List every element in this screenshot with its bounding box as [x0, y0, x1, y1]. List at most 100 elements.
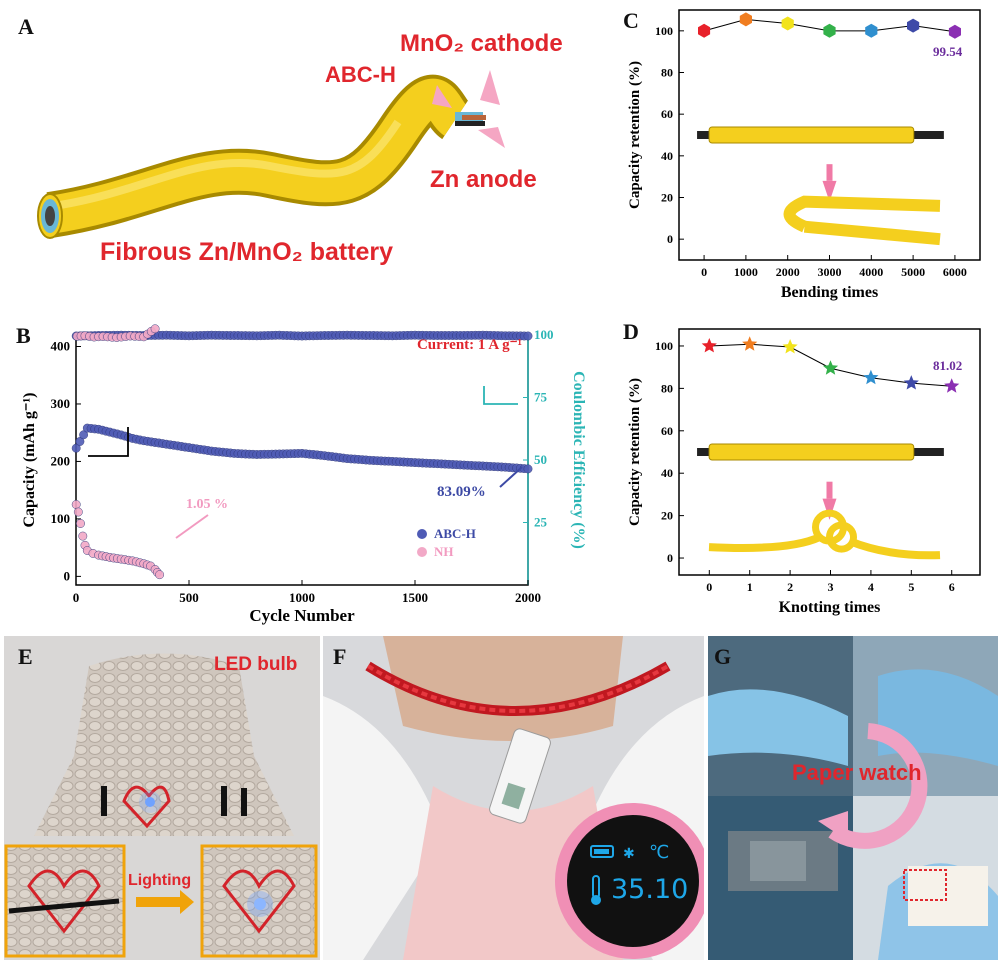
y-tick-label: 300	[51, 396, 71, 411]
left-axis-indicator	[88, 427, 129, 457]
data-point-marker	[944, 378, 960, 393]
panel-e: E LED bulb Lighting	[4, 636, 320, 960]
x-tick-label: 6000	[943, 265, 967, 279]
panel-d: D 0 1 2 3 4 5 6 0 20 40 60 80 100 Knotting times Capac…	[615, 315, 1000, 625]
thermo-readout: 35.10	[611, 874, 689, 905]
panel-a-tag: A	[18, 14, 34, 39]
fiber-battery-illustration	[37, 70, 505, 239]
y2-tick-label: 25	[534, 515, 548, 530]
fiber-sheath	[708, 443, 915, 461]
x-tick-label: 1500	[402, 590, 428, 605]
annotation-abc-h-retention: 83.09%	[437, 484, 486, 500]
plot-frame	[678, 328, 981, 576]
panel-f: ✱ F ℃ 35.10	[323, 636, 704, 960]
fiber-sheath	[708, 126, 915, 144]
knitted-hat-photo	[4, 653, 318, 958]
x-tick-label: 5	[908, 580, 914, 594]
bent-fiber-lower	[803, 220, 941, 246]
legend-label: NH	[434, 544, 454, 559]
x-tick-label: 0	[706, 580, 712, 594]
chart-c: 0 1000 2000 3000 4000 5000 6000 0 20 40 60 80 100 Ben…	[627, 9, 981, 301]
arrow-nh	[175, 514, 209, 539]
x-axis-label: Cycle Number	[249, 606, 355, 625]
data-point-marker	[907, 18, 920, 33]
x-axis-label: Bending times	[781, 284, 878, 301]
chart-b: 0 500 1000 1500 2000 0 100 200 300 400 25 50 75 100 Cy…	[21, 324, 587, 625]
label-fibrous-battery: Fibrous Zn/MnO₂ battery	[100, 238, 394, 266]
x-tick-label: 3000	[818, 265, 842, 279]
y-tick-label: 20	[661, 191, 673, 205]
y-axis-label: Capacity retention (%)	[627, 378, 643, 526]
x-tick-label: 0	[701, 265, 707, 279]
panel-g: G Paper watch	[708, 636, 998, 960]
legend-marker	[417, 529, 427, 539]
x-tick-label: 6	[949, 580, 955, 594]
y-tick-label: 0	[667, 551, 673, 565]
label-lighting: Lighting	[128, 872, 192, 889]
data-point-abc-h-capacity	[523, 464, 533, 474]
y-tick-label: 60	[661, 424, 673, 438]
x-tick-label: 4000	[859, 265, 883, 279]
y-tick-label: 40	[661, 149, 673, 163]
annotation-final-retention: 99.54	[933, 44, 963, 59]
data-point-abc-h-capacity	[75, 437, 85, 446]
data-point-abc-h-efficiency	[523, 331, 533, 341]
data-point-nh-capacity	[76, 519, 85, 528]
y-tick-label: 80	[661, 381, 673, 395]
down-arrow-stem	[826, 164, 833, 181]
x-tick-label: 2	[787, 580, 793, 594]
y-tick-label: 200	[51, 453, 71, 468]
panel-f-tag: F	[333, 644, 347, 669]
knot-fiber-right	[848, 537, 941, 560]
y-tick-label: 60	[661, 107, 673, 121]
data-point-marker	[903, 375, 919, 390]
knot-fiber-left	[708, 533, 822, 552]
y-tick-label: 0	[667, 232, 673, 246]
y2-axis-label: Coulombic Efficiency (%)	[570, 371, 587, 549]
panel-c-tag: C	[623, 8, 639, 33]
label-abc-h: ABC-H	[325, 62, 396, 87]
plot-frame	[75, 334, 529, 586]
label-mno2-cathode: MnO₂ cathode	[400, 30, 563, 57]
y-tick-label: 20	[661, 509, 673, 523]
y-tick-label: 80	[661, 66, 673, 80]
y-axis-label: Capacity retention (%)	[627, 61, 643, 209]
label-paper-watch: Paper watch	[792, 760, 922, 785]
data-point-marker	[863, 369, 879, 385]
x-tick-label: 0	[73, 590, 80, 605]
annotation-final-retention: 81.02	[933, 358, 962, 373]
down-arrow	[822, 180, 837, 202]
data-point-nh-capacity	[73, 507, 83, 517]
panel-b-tag: B	[16, 323, 31, 348]
y-axis-label: Capacity (mAh g⁻¹)	[21, 392, 38, 527]
y-tick-label: 100	[655, 339, 673, 353]
necklace-thermometer-photo: ✱	[323, 636, 704, 960]
y-tick-label: 100	[655, 24, 673, 38]
thermo-unit: ℃	[649, 842, 670, 863]
panel-g-tag: G	[714, 644, 732, 669]
y-tick-label: 0	[64, 568, 71, 583]
right-axis-indicator	[483, 386, 518, 405]
bent-fiber	[783, 195, 941, 233]
data-point-abc-h-capacity	[79, 430, 89, 440]
data-point-nh-capacity	[155, 570, 165, 580]
x-tick-label: 4	[868, 580, 874, 594]
x-tick-label: 1000	[289, 590, 315, 605]
data-point-abc-h-capacity	[71, 443, 81, 453]
bluetooth-icon: ✱	[623, 847, 635, 862]
x-axis-label: Knotting times	[779, 599, 881, 616]
data-point-marker	[782, 339, 798, 354]
label-led-bulb: LED bulb	[214, 654, 298, 675]
data-point-marker	[781, 16, 794, 31]
x-tick-label: 3	[828, 580, 834, 594]
down-arrow-stem	[826, 481, 833, 499]
paper-watch-photo	[708, 636, 998, 960]
panel-c: C 0 1000 2000 3000 4000 5000 6000 0 20 40 60 80 100 B…	[615, 0, 1000, 315]
y2-tick-label: 75	[534, 390, 548, 405]
data-point-marker	[822, 360, 839, 375]
x-tick-label: 2000	[515, 590, 541, 605]
legend-label: ABC-H	[434, 526, 476, 541]
y-tick-label: 100	[51, 511, 71, 526]
panel-a: A MnO₂ cathode ABC-H Zn anode Fibrous Zn…	[0, 0, 610, 310]
